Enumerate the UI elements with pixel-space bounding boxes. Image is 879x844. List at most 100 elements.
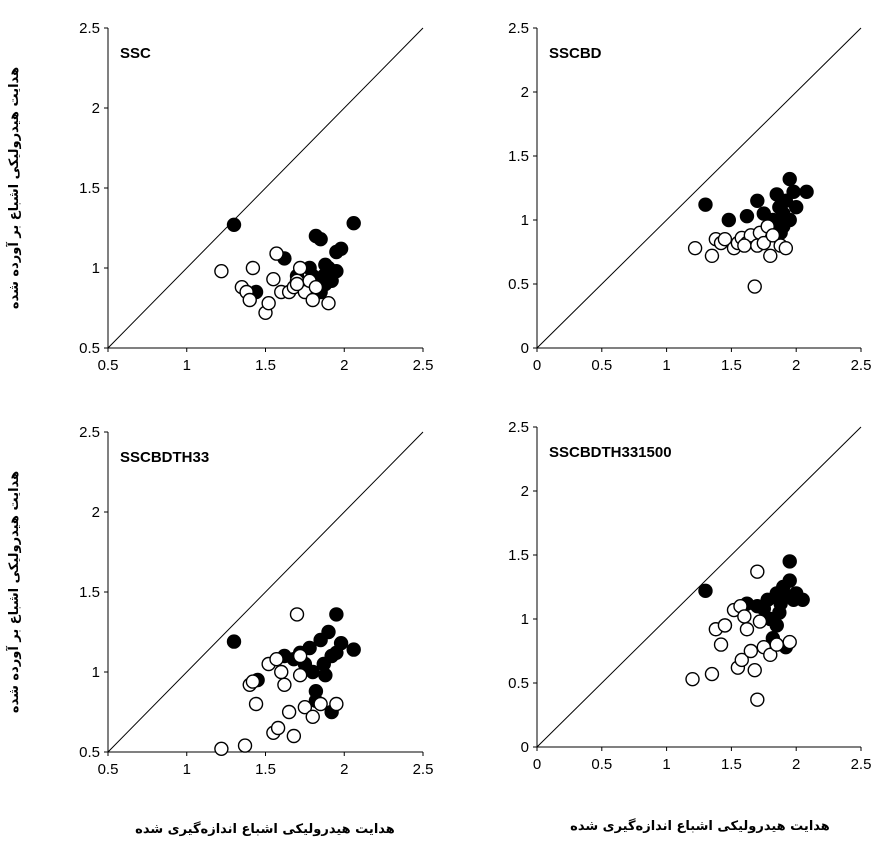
- data-point-filled: [782, 171, 797, 187]
- data-point-open: [737, 609, 752, 624]
- x-tick-label: 1: [662, 756, 670, 773]
- data-point-open: [261, 296, 276, 311]
- y-tick-label: 2: [92, 100, 100, 117]
- data-point-filled: [789, 199, 804, 215]
- panel-title: SSCBD: [549, 45, 602, 62]
- data-point-filled: [313, 231, 328, 247]
- y-tick-label: 2: [521, 84, 529, 101]
- y-tick-label: 2: [521, 483, 529, 500]
- y-tick-label: 2: [92, 504, 100, 521]
- data-point-open: [763, 248, 778, 264]
- data-point-filled: [226, 217, 242, 233]
- x-tick-label: 1: [183, 357, 191, 374]
- data-point-open: [685, 671, 700, 687]
- data-point-open: [269, 246, 284, 261]
- y-tick-label: 0: [521, 739, 529, 756]
- x-axis-title-2: هدایت هیدرولیکی اشباع اندازه‌گیری شده: [570, 818, 830, 834]
- data-point-open: [248, 696, 264, 712]
- data-point-open: [713, 637, 729, 652]
- data-point-open: [737, 238, 752, 253]
- y-tick-label: 0.5: [508, 675, 529, 692]
- data-point-open: [313, 696, 328, 712]
- data-point-filled: [721, 212, 737, 228]
- x-tick-label: 2: [792, 357, 800, 374]
- data-point-filled: [226, 634, 242, 649]
- data-point-open: [245, 260, 261, 276]
- data-point-open: [214, 264, 229, 279]
- data-point-open: [782, 634, 797, 650]
- data-point-filled: [786, 184, 801, 200]
- data-point-filled: [698, 197, 713, 212]
- data-point-open: [704, 248, 720, 264]
- x-tick-label: 2: [792, 756, 800, 773]
- y-tick-label: 1.5: [508, 547, 529, 564]
- chart-panel-1: 0.5 1 1.5 2 2.5 0.5 1 1.5 2 2.5 SSC: [79, 20, 433, 374]
- data-point-open: [292, 260, 308, 276]
- identity-line: [536, 426, 862, 748]
- data-point-open: [305, 292, 320, 308]
- data-point-open: [747, 279, 762, 294]
- data-point-filled: [739, 208, 755, 224]
- data-point-filled: [321, 624, 336, 640]
- y-tick-label: 0.5: [508, 276, 529, 293]
- data-point-filled: [318, 668, 333, 683]
- panel-title: SSCBDTH33: [120, 449, 209, 466]
- y-tick-label: 0.5: [79, 340, 100, 357]
- data-point-open: [237, 738, 253, 753]
- y-tick-label: 2.5: [79, 424, 100, 441]
- data-point-open: [687, 240, 703, 256]
- data-point-filled: [346, 215, 361, 231]
- data-point-open: [750, 692, 765, 707]
- x-tick-label: 1.5: [721, 357, 742, 374]
- data-point-open: [765, 228, 781, 243]
- y-tick-label: 1: [521, 611, 529, 628]
- y-tick-label: 1.5: [79, 584, 100, 601]
- x-tick-label: 1.5: [255, 357, 276, 374]
- data-point-filled: [769, 618, 784, 633]
- y-axis-title-1: هدایت هیدرولیکی اشباع بر آورده شده: [5, 67, 22, 309]
- x-tick-label: 2.5: [851, 756, 872, 773]
- data-point-open: [289, 276, 305, 292]
- data-point-open: [266, 272, 281, 287]
- data-point-open: [214, 741, 229, 756]
- y-tick-label: 1.5: [508, 148, 529, 165]
- y-tick-label: 1.5: [79, 180, 100, 197]
- data-point-filled: [789, 586, 804, 601]
- data-point-open: [756, 235, 771, 251]
- x-tick-label: 2.5: [413, 357, 434, 374]
- data-point-open: [747, 663, 762, 678]
- y-tick-label: 2.5: [79, 20, 100, 37]
- data-point-open: [717, 231, 733, 247]
- data-point-open: [329, 696, 344, 712]
- data-point-open: [321, 296, 336, 311]
- data-point-open: [242, 292, 257, 308]
- panel-title: SSC: [120, 45, 151, 62]
- x-tick-label: 0.5: [98, 357, 119, 374]
- data-point-filled: [750, 193, 765, 209]
- data-point-open: [286, 728, 302, 744]
- y-axis-title-2: هدایت هیدرولیکی اشباع بر آورده شده: [5, 471, 22, 713]
- x-tick-label: 2.5: [851, 357, 872, 374]
- data-point-open: [704, 666, 720, 682]
- identity-line: [536, 27, 862, 349]
- x-tick-label: 1.5: [721, 756, 742, 773]
- data-point-open: [308, 280, 324, 295]
- data-point-open: [297, 700, 313, 715]
- chart-panel-4: 0 0.5 1 1.5 2 2.5 0 0.5 1 1.5 2 2.5 SSCBDTH331500: [508, 419, 871, 773]
- y-tick-label: 0: [521, 340, 529, 357]
- data-point-open: [281, 704, 297, 720]
- data-point-open: [245, 674, 261, 689]
- x-tick-label: 1.5: [255, 761, 276, 778]
- data-point-open: [717, 618, 733, 633]
- data-point-filled: [333, 241, 349, 257]
- y-tick-label: 1: [92, 664, 100, 681]
- data-point-open: [274, 664, 289, 680]
- data-point-open: [734, 652, 749, 668]
- data-point-open: [305, 709, 320, 724]
- data-point-open: [763, 647, 778, 663]
- data-point-open: [752, 614, 768, 629]
- data-point-open: [739, 622, 755, 637]
- x-tick-label: 1: [183, 761, 191, 778]
- x-tick-label: 1: [662, 357, 670, 374]
